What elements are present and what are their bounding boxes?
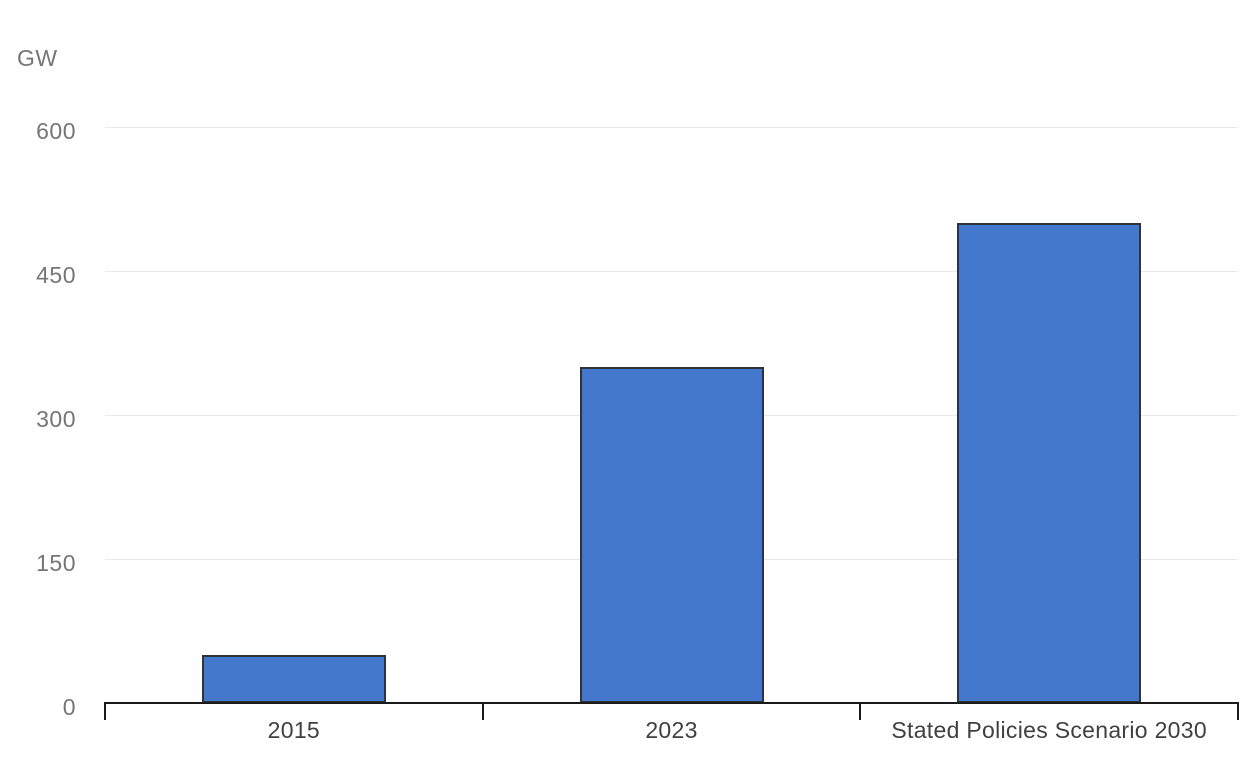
axis-tick <box>859 702 862 720</box>
axis-tick <box>104 702 106 720</box>
bar-2015[interactable] <box>201 655 386 703</box>
y-tick-label: 300 <box>36 405 76 432</box>
y-tick-label: 0 <box>62 693 76 720</box>
bar-stated-policies-scenario-2030[interactable] <box>957 223 1142 703</box>
gridline <box>105 270 1238 272</box>
bar-2023[interactable] <box>579 367 764 703</box>
y-tick-label: 150 <box>36 549 76 576</box>
x-tick-label: 2023 <box>645 717 698 743</box>
x-tick-label: 2015 <box>267 717 321 743</box>
y-tick-label: 600 <box>36 117 76 144</box>
y-axis-unit-label: GW <box>17 45 58 71</box>
axis-tick <box>481 702 484 720</box>
x-tick-label: Stated Policies Scenario 2030 <box>891 717 1207 743</box>
y-tick-label: 450 <box>36 261 76 288</box>
x-axis-line <box>105 702 1238 704</box>
axis-tick <box>1237 702 1239 720</box>
gridline <box>105 126 1238 128</box>
